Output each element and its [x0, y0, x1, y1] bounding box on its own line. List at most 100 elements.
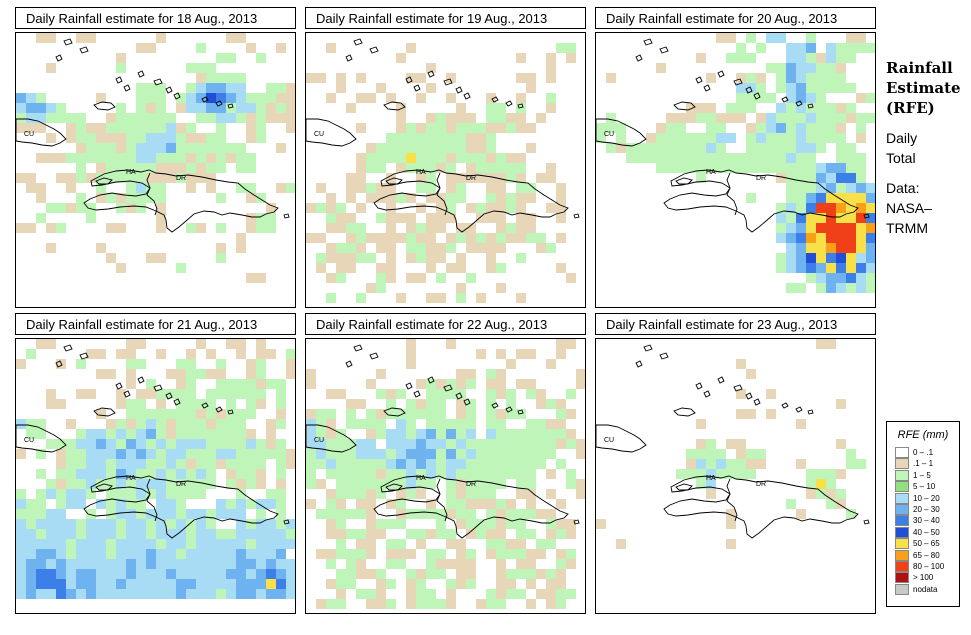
rain-cell: [786, 53, 796, 63]
rain-cell: [816, 273, 826, 283]
rain-cell: [486, 599, 496, 609]
rain-cell: [156, 223, 166, 233]
rain-cell: [616, 143, 626, 153]
rain-cell: [306, 469, 316, 479]
rain-cell: [806, 53, 816, 63]
rain-cell: [136, 339, 146, 349]
rain-cell: [236, 549, 246, 559]
rain-cell: [796, 73, 806, 83]
rain-cell: [216, 369, 226, 379]
rain-cell: [756, 83, 766, 93]
rfe-period-line: Total: [886, 150, 916, 166]
rain-cell: [106, 173, 116, 183]
rain-cell: [196, 549, 206, 559]
legend-item: 5 – 10: [887, 481, 959, 493]
rain-cell: [816, 223, 826, 233]
rain-cell: [466, 399, 476, 409]
rain-cell: [566, 389, 576, 399]
rain-cell: [346, 183, 356, 193]
rain-cell: [546, 73, 556, 83]
rain-cell: [516, 173, 526, 183]
rain-cell: [276, 579, 286, 589]
rain-cell: [856, 203, 866, 213]
bahamas-island-outline: [369, 352, 379, 360]
rain-cell: [186, 549, 196, 559]
country-label-haiti: HA: [416, 475, 426, 482]
rain-cell: [316, 183, 326, 193]
rain-cell: [106, 589, 116, 599]
rain-cell: [486, 419, 496, 429]
rain-cell: [86, 559, 96, 569]
rain-cell: [396, 123, 406, 133]
rain-cell: [136, 509, 146, 519]
bahamas-island-outline: [345, 54, 353, 62]
rain-cell: [156, 163, 166, 173]
legend-item: 0 – .1: [887, 447, 959, 458]
rain-cell: [806, 243, 816, 253]
rain-cell: [756, 123, 766, 133]
rain-cell: [506, 409, 516, 419]
rain-cell: [856, 223, 866, 233]
rain-cell: [66, 449, 76, 459]
rain-cell: [86, 569, 96, 579]
rain-cell: [386, 409, 396, 419]
rain-cell: [696, 153, 706, 163]
rain-cell: [406, 243, 416, 253]
rain-cell: [816, 233, 826, 243]
rain-cell: [16, 123, 26, 133]
rain-cell: [86, 203, 96, 213]
rain-cell: [746, 409, 756, 419]
rain-cell: [186, 93, 196, 103]
rain-cell: [726, 469, 736, 479]
rain-cell: [796, 419, 806, 429]
rain-cell: [446, 233, 456, 243]
rain-cell: [16, 569, 26, 579]
rain-cell: [436, 379, 446, 389]
legend-item: 1 – 5: [887, 469, 959, 481]
legend-label: 80 – 100: [913, 561, 945, 571]
bahamas-island-outline: [733, 78, 743, 86]
rain-cell: [806, 103, 816, 113]
rain-cell: [176, 439, 186, 449]
rain-cell: [576, 369, 585, 379]
rain-cell: [466, 113, 476, 123]
rain-cell: [96, 123, 106, 133]
rain-cell: [446, 439, 456, 449]
rain-cell: [326, 253, 336, 263]
haiti-dr-border: [146, 478, 158, 522]
rain-cell: [786, 133, 796, 143]
rain-cell: [196, 73, 206, 83]
rain-cell: [406, 143, 416, 153]
rain-cell: [486, 529, 496, 539]
rain-cell: [676, 123, 686, 133]
legend-label: 40 – 50: [913, 527, 940, 537]
rain-cell: [786, 83, 796, 93]
rain-cell: [686, 133, 696, 143]
rain-cell: [696, 439, 706, 449]
rain-cell: [376, 83, 386, 93]
rain-cell: [246, 43, 256, 53]
rain-cell: [196, 569, 206, 579]
rain-cell: [156, 439, 166, 449]
rain-cell: [386, 559, 396, 569]
legend-item: nodata: [887, 583, 959, 595]
rain-cell: [386, 429, 396, 439]
rain-cell: [556, 569, 566, 579]
rain-cell: [36, 589, 46, 599]
rain-cell: [526, 569, 536, 579]
bahamas-island-outline: [427, 70, 435, 78]
rain-cell: [746, 53, 756, 63]
rain-cell: [146, 549, 156, 559]
rain-cell: [66, 499, 76, 509]
rain-cell: [566, 549, 576, 559]
rain-cell: [76, 429, 86, 439]
bahamas-island-outline: [517, 103, 524, 109]
rain-cell: [76, 499, 86, 509]
rain-cell: [346, 253, 356, 263]
rain-cell: [46, 203, 56, 213]
rain-cell: [806, 469, 816, 479]
rain-cell: [436, 399, 446, 409]
rain-cell: [126, 409, 136, 419]
rain-cell: [26, 519, 36, 529]
rain-cell: [186, 529, 196, 539]
